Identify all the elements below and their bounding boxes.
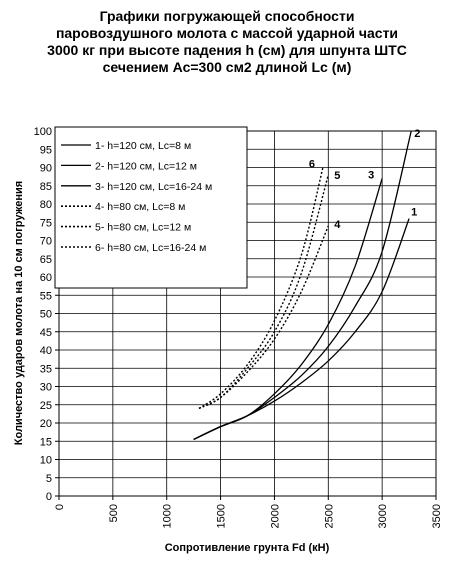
y-tick-label: 45 <box>40 327 52 339</box>
chart-title-line-3: 3000 кг при высоте падения h (см) для шп… <box>47 42 407 58</box>
series-line-4 <box>198 225 329 410</box>
y-tick-label: 25 <box>40 400 52 412</box>
y-axis-ticks: 0 5 10 15 20 25 30 35 40 45 50 55 60 65 70 75 80 85 90 95 10… <box>34 126 59 503</box>
y-tick-label: 90 <box>40 163 52 175</box>
series-end-label-1: 1 <box>411 207 417 219</box>
series-end-label-3: 3 <box>368 169 374 181</box>
y-tick-label: 5 <box>46 473 52 485</box>
series-end-label-6: 6 <box>309 159 315 171</box>
chart-title-line-4: сечением Ас=300 см2 длиной Lc (м) <box>102 59 352 75</box>
series-end-labels: 1 2 3 4 5 6 <box>309 128 420 231</box>
y-tick-label: 40 <box>40 345 52 357</box>
y-tick-label: 70 <box>40 236 52 248</box>
y-tick-label: 95 <box>40 144 52 156</box>
y-tick-label: 30 <box>40 382 52 394</box>
series-end-label-5: 5 <box>334 170 340 182</box>
y-tick-label: 10 <box>40 455 52 467</box>
legend-entry-label: 6- h=80 см, Lc=16-24 м <box>95 242 206 254</box>
series-end-label-2: 2 <box>414 128 420 140</box>
y-tick-label: 85 <box>40 181 52 193</box>
legend-entry-label: 5- h=80 см, Lc=12 м <box>95 222 191 234</box>
legend-entry-label: 1- h=120 см, Lc=8 м <box>95 140 191 152</box>
x-tick-label: 1500 <box>216 504 228 528</box>
y-axis-label: Количество ударов молота на 10 см погруж… <box>13 181 25 445</box>
y-tick-label: 50 <box>40 309 52 321</box>
x-axis-label: Сопротивление грунта Fd (кН) <box>165 542 330 554</box>
legend-entry-label: 4- h=80 см, Lc=8 м <box>95 201 185 213</box>
series-end-label-4: 4 <box>334 219 341 231</box>
series-line-3 <box>193 178 383 441</box>
x-tick-label: 0 <box>54 504 66 510</box>
y-tick-label: 35 <box>40 363 52 375</box>
series-lines <box>193 130 412 441</box>
y-tick-label: 60 <box>40 272 52 284</box>
y-tick-label: 80 <box>40 199 52 211</box>
x-tick-label: 2000 <box>269 504 281 528</box>
chart-title-line-1: Графики погружающей способности <box>99 8 355 24</box>
series-line-5 <box>198 174 329 410</box>
x-tick-label: 500 <box>108 504 120 522</box>
x-tick-label: 1000 <box>162 504 174 528</box>
legend: 1- h=120 см, Lc=8 м 2- h=120 см, Lc=12 м 3… <box>54 126 248 289</box>
x-tick-label: 3000 <box>377 504 389 528</box>
y-tick-label: 65 <box>40 254 52 266</box>
chart-title: Графики погружающей способности паровозд… <box>0 8 454 76</box>
y-tick-label: 100 <box>34 126 52 138</box>
chart-title-line-2: паровоздушного молота с массой ударной ч… <box>55 25 399 41</box>
y-tick-label: 20 <box>40 418 52 430</box>
legend-entry-label: 2- h=120 см, Lc=12 м <box>95 160 197 172</box>
legend-entry-label: 3- h=120 см, Lc=16-24 м <box>95 181 212 193</box>
x-tick-label: 3500 <box>431 504 443 528</box>
series-line-6 <box>198 167 324 409</box>
y-tick-label: 55 <box>40 290 52 302</box>
y-tick-label: 0 <box>46 491 52 503</box>
y-tick-label: 75 <box>40 217 52 229</box>
legend-box <box>54 126 248 289</box>
x-axis-ticks: 0 500 1000 1500 2000 2500 3000 3500 <box>54 496 443 528</box>
x-tick-label: 2500 <box>323 504 335 528</box>
y-tick-label: 15 <box>40 436 52 448</box>
